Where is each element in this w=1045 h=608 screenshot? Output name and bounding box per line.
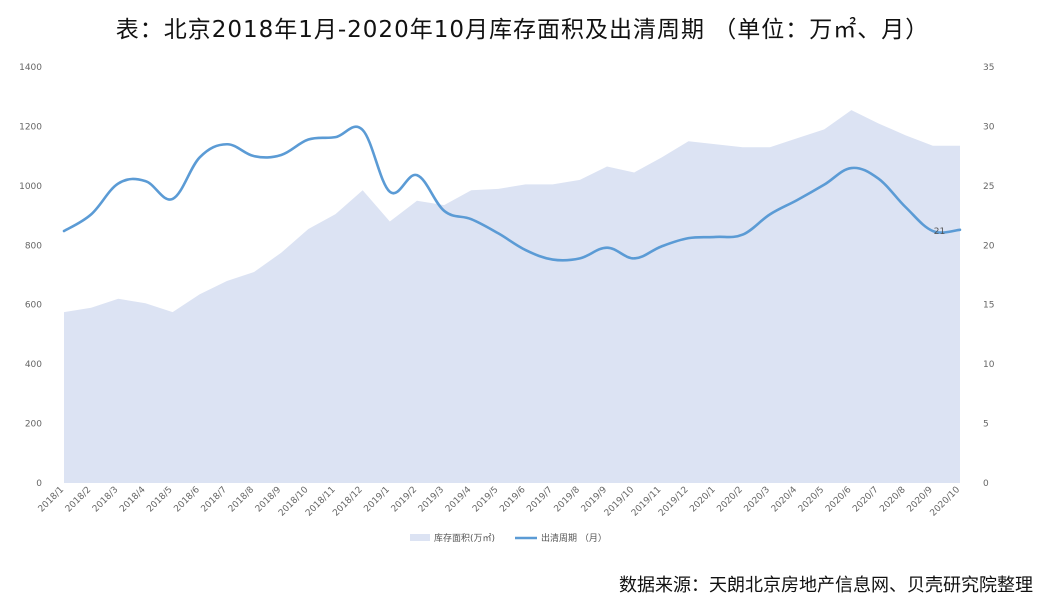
x-tick-label: 2018/7 [200,485,229,514]
x-tick-label: 2019/2 [390,485,419,514]
x-axis: 2018/12018/22018/32018/42018/52018/62018… [37,485,963,519]
x-tick-label: 2020/2 [715,485,744,514]
chart: 0 200 400 600 800 1000 1200 1400 0 5 10 15 20 25 30 35… [19,63,995,544]
legend: 库存面积(万㎡) 出清周期 （月） [410,532,607,544]
x-tick-label: 2018/12 [331,485,365,519]
x-tick-label: 2020/1 [688,485,717,514]
x-tick-label: 2020/8 [878,485,908,515]
x-tick-label: 2020/7 [851,485,880,514]
y-right-tick-label: 0 [983,479,989,489]
area-layer [64,110,960,483]
x-tick-label: 2020/3 [743,485,772,514]
x-tick-label: 2019/3 [417,485,446,514]
y-right-tick-label: 5 [983,420,989,430]
x-tick-label: 2018/2 [64,485,93,514]
legend-label-area: 库存面积(万㎡) [434,532,495,544]
x-tick-label: 2020/4 [770,485,800,515]
series-area-inventory [64,110,960,483]
x-tick-label: 2019/8 [553,485,583,515]
x-tick-label: 2019/4 [444,485,474,515]
y-left-tick-label: 1200 [19,122,42,132]
data-labels: 21 [934,227,945,237]
x-tick-label: 2018/4 [118,485,148,515]
source-note: 数据来源：天朗北京房地产信息网、贝壳研究院整理 [619,575,1033,596]
x-tick-label: 2020/5 [797,485,826,514]
y-left-tick-label: 1400 [19,63,42,73]
legend-swatch-area [410,534,430,541]
x-tick-label: 2018/5 [145,485,174,514]
x-tick-label: 2020/10 [929,485,963,519]
line-layer [62,125,962,262]
x-tick-label: 2019/12 [657,485,691,519]
x-tick-label: 2018/6 [172,485,202,515]
series-line-clearance [62,125,962,262]
y-right-tick-label: 15 [983,301,994,311]
left-axis: 0 200 400 600 800 1000 1200 1400 [19,63,42,489]
x-tick-label: 2019/5 [471,485,500,514]
x-tick-label: 2018/1 [37,485,66,514]
y-left-tick-label: 0 [36,479,42,489]
right-axis: 0 5 10 15 20 25 30 35 [983,63,995,489]
y-right-tick-label: 30 [983,122,995,132]
y-left-tick-label: 400 [25,360,42,370]
legend-label-line: 出清周期 （月） [541,532,607,544]
x-tick-label: 2020/6 [824,485,854,515]
y-right-tick-label: 10 [983,360,995,370]
x-tick-label: 2019/6 [498,485,528,515]
x-tick-label: 2018/3 [91,485,120,514]
x-tick-label: 2019/7 [525,485,554,514]
y-left-tick-label: 1000 [19,182,42,192]
x-tick-label: 2019/1 [362,485,391,514]
y-right-tick-label: 20 [983,241,995,251]
data-label: 21 [934,227,945,237]
y-left-tick-label: 800 [25,241,42,251]
y-right-tick-label: 25 [983,182,994,192]
y-right-tick-label: 35 [983,63,994,73]
y-left-tick-label: 600 [25,301,42,311]
page-title: 表：北京2018年1月-2020年10月库存面积及出清周期 （单位：万㎡、月） [115,17,930,43]
x-tick-label: 2018/8 [227,485,257,515]
y-left-tick-label: 200 [25,420,42,430]
